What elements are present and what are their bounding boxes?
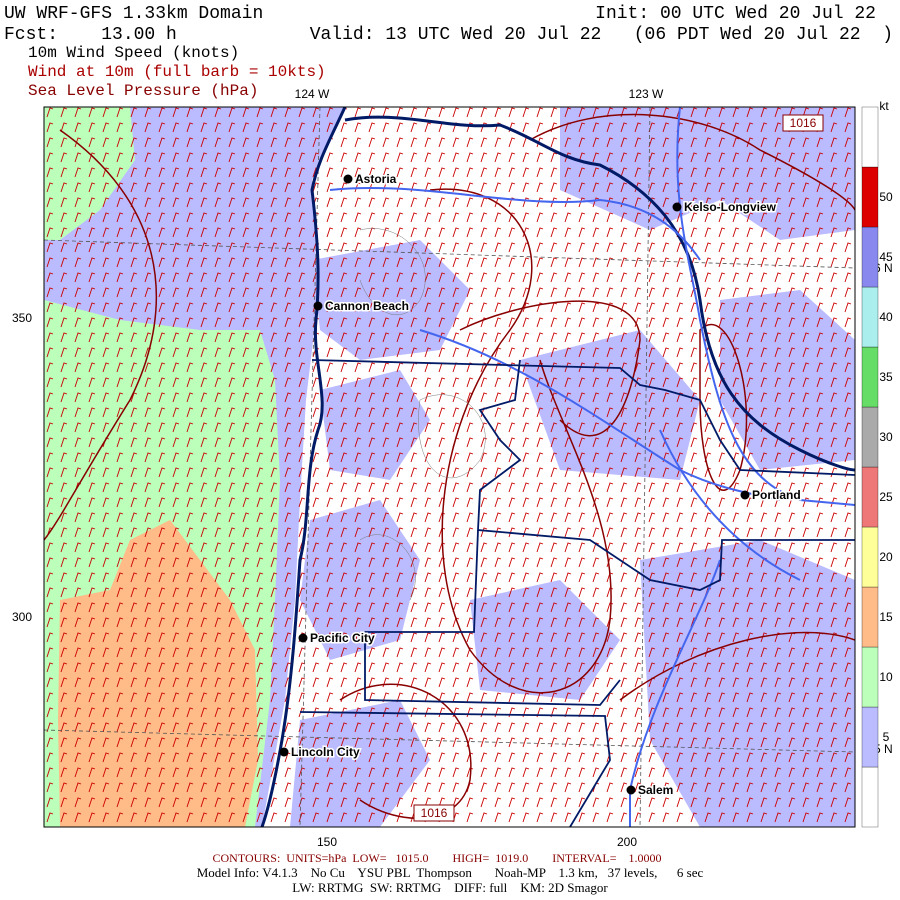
- colorbar: kt 5 10 15 20 25 30 35 40 45 50: [861, 99, 893, 828]
- lon-label: 124 W: [295, 87, 330, 101]
- colorbar-tick-label: 15: [879, 610, 893, 624]
- city-label: Cannon Beach: [325, 299, 409, 313]
- field-name: Sea Level Pressure (hPa): [28, 82, 258, 100]
- city-marker: [626, 785, 636, 795]
- y-axis-label: 350: [12, 311, 32, 325]
- colorbar-tick-label: 10: [879, 670, 893, 684]
- field-name: Wind at 10m (full barb = 10kts): [28, 63, 326, 81]
- cities: Astoria Kelso-Longview Cannon Beach Portlan…: [279, 171, 802, 799]
- colorbar-tick-label: 40: [879, 310, 893, 324]
- colorbar-segment: [861, 586, 879, 648]
- contour-info: CONTOURS: UNITS=hPa LOW= 1015.0 HIGH= 10…: [213, 851, 662, 865]
- city-label: Salem: [638, 783, 673, 797]
- x-axis-label: 150: [317, 835, 337, 849]
- colorbar-unit: kt: [879, 99, 889, 113]
- city-marker: [672, 202, 682, 212]
- colorbar-segment: [861, 346, 879, 408]
- colorbar-tick-label: 50: [879, 190, 893, 204]
- x-axis-label: 200: [617, 835, 637, 849]
- colorbar-segment: [861, 466, 879, 528]
- colorbar-segment: [861, 286, 879, 348]
- contour-label-text: 1016: [790, 116, 817, 130]
- colorbar-tick-label: 20: [879, 550, 893, 564]
- city-label: Kelso-Longview: [684, 200, 777, 214]
- map: [44, 107, 855, 827]
- city-marker: [279, 747, 289, 757]
- city-label: Lincoln City: [291, 745, 360, 759]
- colorbar-tick-label: 30: [879, 430, 893, 444]
- colorbar-segment: [861, 166, 879, 228]
- colorbar-segment: [861, 526, 879, 588]
- city-label: Portland: [752, 488, 801, 502]
- contour-label: 1016: [413, 804, 455, 822]
- contour-label: 1016: [782, 114, 824, 132]
- model-info: Model Info: V4.1.3 No Cu YSU PBL Thompso…: [197, 865, 704, 880]
- valid-time: Valid: 13 UTC Wed 20 Jul 22 (06 PDT Wed …: [310, 25, 893, 45]
- y-axis-label: 300: [12, 610, 32, 624]
- title: UW WRF-GFS 1.33km Domain: [4, 4, 263, 24]
- forecast-hour: Fcst: 13.00 h: [4, 25, 177, 45]
- init-time: Init: 00 UTC Wed 20 Jul 22: [595, 4, 876, 24]
- colorbar-segment: [861, 646, 879, 708]
- contour-label-text: 1016: [421, 806, 448, 820]
- city-marker: [298, 633, 308, 643]
- physics-info: LW: RRTMG SW: RRTMG DIFF: full KM: 2D Sm…: [292, 880, 608, 895]
- colorbar-segment: [861, 106, 879, 168]
- colorbar-tick-label: 35: [879, 370, 893, 384]
- city-marker: [740, 490, 750, 500]
- city-marker: [313, 301, 323, 311]
- city-label: Pacific City: [310, 631, 375, 645]
- colorbar-segment: [861, 706, 879, 768]
- map-frame: [43, 106, 856, 828]
- city-marker: [343, 174, 353, 184]
- lon-label: 123 W: [629, 87, 664, 101]
- city-label: Astoria: [355, 172, 397, 186]
- colorbar-segment: [861, 406, 879, 468]
- colorbar-tick-label: 5: [883, 730, 890, 744]
- colorbar-segment: [861, 226, 879, 288]
- colorbar-tick-label: 45: [879, 250, 893, 264]
- colorbar-tick-label: 25: [879, 490, 893, 504]
- field-name: 10m Wind Speed (knots): [28, 44, 239, 62]
- colorbar-segment: [861, 766, 879, 828]
